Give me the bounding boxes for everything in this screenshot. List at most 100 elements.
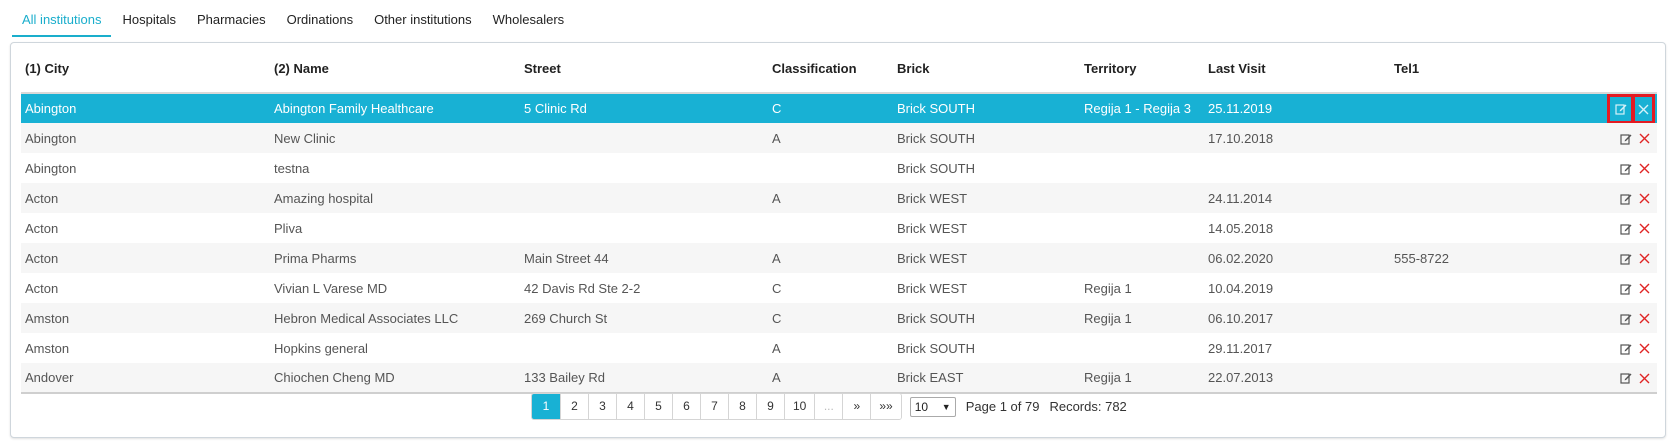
cell-street: 133 Bailey Rd (520, 363, 768, 394)
column-header-last-visit[interactable]: Last Visit (1204, 53, 1390, 94)
column-header-tel1[interactable]: Tel1 (1390, 53, 1507, 94)
table-row[interactable]: Andover Chiochen Cheng MD 133 Bailey Rd A Br… (21, 363, 1657, 394)
cell-tel1 (1390, 183, 1507, 213)
delete-icon[interactable] (1631, 93, 1655, 123)
edit-icon[interactable] (1617, 307, 1635, 329)
delete-icon[interactable] (1635, 367, 1653, 389)
tab-other-institutions[interactable]: Other institutions (374, 12, 472, 27)
edit-icon[interactable] (1617, 187, 1635, 209)
edit-icon[interactable] (1617, 157, 1635, 179)
edit-icon[interactable] (1617, 247, 1635, 269)
cell-tel1 (1390, 213, 1507, 243)
page-10-link[interactable]: 10 (784, 394, 815, 419)
cell-last-visit: 17.10.2018 (1204, 123, 1390, 153)
cell-street (520, 123, 768, 153)
tab-ordinations[interactable]: Ordinations (286, 12, 354, 27)
tab-bar: All institutions Hospitals Pharmacies Or… (12, 6, 575, 38)
delete-icon[interactable] (1635, 277, 1653, 299)
page-links: 1 2 3 4 5 6 7 8 9 10...»»» (531, 393, 902, 420)
row-actions (1507, 213, 1657, 243)
cell-last-visit: 24.11.2014 (1204, 183, 1390, 213)
page-6-link[interactable]: 6 (672, 394, 700, 419)
records-count: Records: 782 (1049, 399, 1127, 414)
institutions-panel: (1) City (2) Name Street Classification … (10, 42, 1666, 438)
cell-tel1: 555-8722 (1390, 243, 1507, 273)
cell-territory: Regija 1 (1080, 303, 1204, 333)
cell-name: Hebron Medical Associates LLC (270, 303, 520, 333)
cell-last-visit (1204, 153, 1390, 183)
cell-city: Amston (21, 303, 270, 333)
tab-all-institutions[interactable]: All institutions (12, 6, 112, 37)
table-row[interactable]: Acton Pliva Brick WEST 14.05.2018 (21, 213, 1657, 243)
cell-name: Pliva (274, 220, 303, 236)
page-7-link[interactable]: 7 (700, 394, 728, 419)
row-actions (1507, 93, 1657, 123)
delete-icon[interactable] (1635, 337, 1653, 359)
edit-icon[interactable] (1617, 367, 1635, 389)
column-header-classification[interactable]: Classification (768, 53, 893, 94)
table-row[interactable]: Abington New Clinic A Brick SOUTH 17.10.2018 (21, 123, 1657, 153)
table-row[interactable]: Acton Vivian L Varese MD 42 Davis Rd Ste 2… (21, 273, 1657, 303)
cell-classification: C (772, 280, 782, 296)
cell-territory (1080, 333, 1204, 363)
cell-name: Vivian L Varese MD (274, 280, 388, 296)
row-actions (1507, 333, 1657, 363)
caret-down-icon: ▼ (941, 401, 951, 412)
tab-wholesalers[interactable]: Wholesalers (492, 12, 565, 27)
row-actions (1507, 363, 1657, 394)
page-2-link[interactable]: 2 (560, 394, 588, 419)
row-actions (1507, 183, 1657, 213)
page-1-link[interactable]: 1 (532, 394, 560, 419)
page-4-link[interactable]: 4 (616, 394, 644, 419)
cell-brick: Brick SOUTH (897, 160, 975, 176)
cell-brick: Brick WEST (897, 280, 968, 296)
page-9-link[interactable]: 9 (756, 394, 784, 419)
cell-classification: A (768, 243, 893, 273)
next-page-link[interactable]: » (842, 394, 871, 419)
column-header-city[interactable]: (1) City (21, 53, 270, 94)
table-row[interactable]: Acton Amazing hospital A Brick WEST 24.11.20… (21, 183, 1657, 213)
tab-pharmacies[interactable]: Pharmacies (196, 12, 266, 27)
tab-hospitals[interactable]: Hospitals (122, 12, 176, 27)
last-page-link[interactable]: »» (870, 394, 901, 419)
cell-territory: Regija 1 (1080, 363, 1204, 394)
delete-icon[interactable] (1635, 217, 1653, 239)
cell-brick: Brick SOUTH (893, 303, 1080, 333)
column-header-territory[interactable]: Territory (1080, 53, 1204, 94)
cell-street: 5 Clinic Rd (520, 93, 768, 123)
table-row[interactable]: Abington testna Brick SOUTH (21, 153, 1657, 183)
delete-icon[interactable] (1635, 307, 1653, 329)
edit-icon[interactable] (1617, 127, 1635, 149)
cell-brick: Brick SOUTH (893, 93, 1080, 123)
cell-city: Acton (25, 280, 59, 296)
page-5-link[interactable]: 5 (644, 394, 672, 419)
page-3-link[interactable]: 3 (588, 394, 616, 419)
cell-territory (1080, 243, 1204, 273)
edit-icon[interactable] (1607, 93, 1635, 123)
cell-territory: Regija 1 (1084, 280, 1132, 296)
column-header-name[interactable]: (2) Name (270, 53, 520, 94)
table-row[interactable]: Amston Hebron Medical Associates LLC 269 C… (21, 303, 1657, 333)
cell-tel1 (1390, 93, 1507, 123)
cell-territory (1080, 213, 1204, 243)
edit-icon[interactable] (1617, 217, 1635, 239)
cell-street (520, 333, 768, 363)
cell-street: Main Street 44 (520, 243, 768, 273)
delete-icon[interactable] (1635, 157, 1653, 179)
column-header-brick[interactable]: Brick (893, 53, 1080, 94)
cell-territory (1080, 123, 1204, 153)
edit-icon[interactable] (1617, 277, 1635, 299)
table-row[interactable]: Acton Prima Pharms Main Street 44 A Brick WE… (21, 243, 1657, 273)
column-header-street[interactable]: Street (520, 53, 768, 94)
delete-icon[interactable] (1635, 127, 1653, 149)
delete-icon[interactable] (1635, 187, 1653, 209)
cell-city: Abington (25, 160, 77, 176)
cell-last-visit: 25.11.2019 (1204, 93, 1390, 123)
page-size-select[interactable]: 10 ▼ (909, 396, 956, 417)
cell-classification: C (768, 303, 893, 333)
edit-icon[interactable] (1617, 337, 1635, 359)
table-row[interactable]: Abington Abington Family Healthcare 5 Clin… (21, 93, 1657, 123)
delete-icon[interactable] (1635, 247, 1653, 269)
page-8-link[interactable]: 8 (728, 394, 756, 419)
table-row[interactable]: Amston Hopkins general A Brick SOUTH 29.11.2… (21, 333, 1657, 363)
